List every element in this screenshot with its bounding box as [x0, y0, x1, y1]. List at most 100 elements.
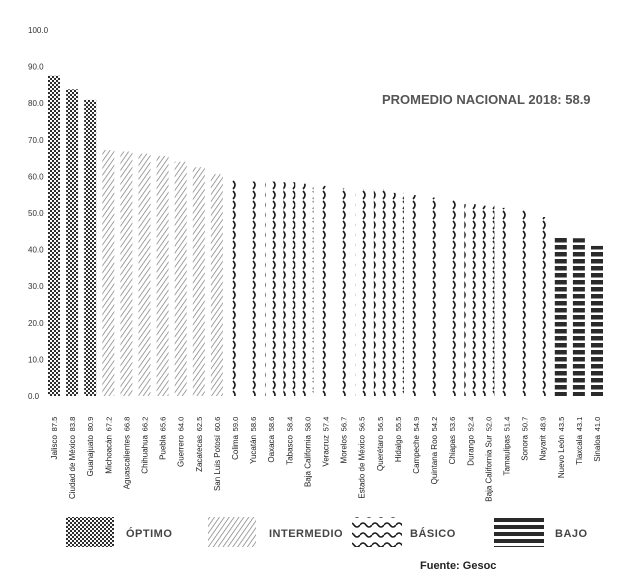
- value-label-chihuahua: 66.2: [141, 417, 150, 432]
- category-label-sonora: Sonora: [521, 434, 530, 460]
- bar-aguascalientes: [120, 151, 133, 396]
- category-label-hidalgo: Hidalgo: [394, 434, 403, 462]
- category-label-quintana-roo: Quintana Roo: [430, 434, 439, 484]
- category-label-chiapas: Chiapas: [448, 435, 457, 464]
- value-label-nuevo-leon: 43.5: [557, 417, 566, 432]
- y-tick-label: 30.0: [28, 282, 44, 291]
- legend-label-basico: BÁSICO: [410, 527, 456, 540]
- value-label-sinaloa: 41.0: [593, 417, 602, 432]
- value-label-tamaulipas: 51.4: [503, 417, 512, 432]
- bar-quintana-roo: [428, 197, 441, 396]
- value-label-yucatan: 58.6: [249, 417, 258, 432]
- bar-yucatan: [247, 181, 260, 396]
- category-label-guanajuato: Guanajuato: [86, 434, 95, 476]
- legend: ÓPTIMO INTERMEDIO BÁSICO BAJO: [66, 517, 588, 547]
- bar-colima: [229, 180, 241, 396]
- bars: [48, 75, 603, 397]
- category-labels: Jalisco Ciudad de México Guanajuato Michoac…: [50, 434, 602, 501]
- value-label-estado-de-mexico: 56.5: [358, 417, 367, 432]
- value-label-campeche: 54.9: [412, 417, 421, 432]
- category-label-nuevo-leon: Nuevo León: [557, 435, 566, 478]
- bar-veracruz: [319, 185, 332, 396]
- value-label-san-luis-potosi: 60.6: [213, 417, 222, 432]
- value-label-durango: 52.4: [466, 417, 475, 432]
- value-label-zacatecas: 62.5: [195, 417, 204, 432]
- value-label-guanajuato: 80.9: [86, 417, 95, 432]
- y-tick-label: 100.0: [28, 26, 49, 35]
- bar-michoacan: [102, 150, 115, 396]
- bar-chihuahua: [138, 153, 151, 396]
- y-tick-label: 60.0: [28, 172, 44, 181]
- bar-guerrero: [174, 161, 187, 396]
- category-label-guerrero: Guerrero: [177, 434, 186, 467]
- value-label-jalisco: 87.5: [50, 417, 59, 432]
- legend-label-intermedio: INTERMEDIO: [269, 528, 343, 540]
- bar-tamaulipas: [500, 207, 513, 396]
- bar-tabasco: [283, 182, 296, 396]
- y-tick-label: 80.0: [28, 99, 44, 108]
- category-label-tamaulipas: Tamaulipas: [503, 435, 512, 475]
- legend-swatch-bajo: [494, 517, 544, 547]
- bar-baja-california: [301, 183, 314, 396]
- bar-sinaloa: [591, 245, 603, 396]
- value-labels: 87.5 83.8 80.9 67.2 66.8 66.2 65.6 64.0 62.5 60.6…: [50, 417, 602, 432]
- y-tick-label: 10.0: [28, 355, 44, 364]
- bar-sonora: [518, 210, 531, 396]
- value-label-baja-california-sur: 52.0: [484, 417, 493, 432]
- category-label-tabasco: Tabasco: [285, 434, 294, 464]
- category-label-sinaloa: Sinaloa: [593, 434, 602, 461]
- bar-zacatecas: [192, 167, 205, 396]
- legend-swatch-optimo: [66, 517, 114, 547]
- legend-swatch-intermedio: [208, 517, 256, 547]
- category-label-estado-de-mexico: Estado de México: [358, 434, 367, 498]
- value-label-quintana-roo: 54.2: [430, 417, 439, 432]
- bar-oaxaca: [265, 181, 278, 396]
- value-label-hidalgo: 55.5: [394, 417, 403, 432]
- value-label-nayarit: 48.9: [539, 417, 548, 432]
- category-label-oaxaca: Oaxaca: [267, 434, 276, 462]
- category-label-morelos: Morelos: [340, 435, 349, 463]
- category-label-nayarit: Nayarit: [539, 434, 548, 460]
- category-label-queretaro: Querétaro: [376, 434, 385, 471]
- bar-nayarit: [536, 217, 549, 396]
- value-label-puebla: 65.6: [159, 417, 168, 432]
- y-tick-label: 90.0: [28, 63, 44, 72]
- legend-label-bajo: BAJO: [555, 528, 588, 540]
- y-tick-label: 0.0: [28, 392, 40, 401]
- y-axis: 0.0 10.0 20.0 30.0 40.0 50.0 60.0 70.0 80.0 90.0 1…: [28, 26, 49, 401]
- y-tick-label: 40.0: [28, 246, 44, 255]
- category-label-campeche: Campeche: [412, 434, 421, 473]
- bar-puebla: [156, 155, 169, 396]
- bar-durango: [464, 204, 477, 396]
- category-label-puebla: Puebla: [159, 434, 168, 459]
- value-label-aguascalientes: 66.8: [122, 417, 131, 432]
- value-label-michoacan: 67.2: [104, 417, 113, 432]
- y-tick-label: 50.0: [28, 209, 44, 218]
- value-label-queretaro: 56.5: [376, 417, 385, 432]
- source-note: Fuente: Gesoc: [420, 560, 496, 572]
- category-label-tlaxcala: Tlaxcala: [575, 434, 584, 464]
- bar-baja-california-sur: [482, 205, 495, 396]
- bar-morelos: [337, 188, 350, 396]
- bar-guanajuato: [84, 99, 97, 396]
- category-label-colima: Colima: [231, 434, 240, 459]
- bar-jalisco: [48, 75, 60, 396]
- bar-estado-de-mexico: [355, 189, 368, 396]
- category-label-ciudad-de-mexico: Ciudad de México: [68, 434, 77, 499]
- value-label-oaxaca: 58.6: [267, 417, 276, 432]
- bar-nuevo-leon: [554, 236, 567, 396]
- category-label-baja-california: Baja California: [303, 434, 312, 487]
- category-label-veracruz: Veracruz: [322, 435, 331, 467]
- category-label-aguascalientes: Aguascalientes: [122, 435, 131, 489]
- bar-hidalgo: [391, 192, 404, 396]
- bar-chiapas: [446, 199, 459, 396]
- category-label-zacatecas: Zacatecas: [195, 435, 204, 472]
- y-tick-label: 20.0: [28, 319, 44, 328]
- category-label-chihuahua: Chihuahua: [141, 434, 150, 473]
- legend-swatch-basico: [352, 517, 402, 547]
- value-label-chiapas: 53.6: [448, 417, 457, 432]
- national-average-annotation: PROMEDIO NACIONAL 2018: 58.9: [382, 92, 591, 107]
- value-label-veracruz: 57.4: [322, 417, 331, 432]
- value-label-tabasco: 58.4: [285, 417, 294, 432]
